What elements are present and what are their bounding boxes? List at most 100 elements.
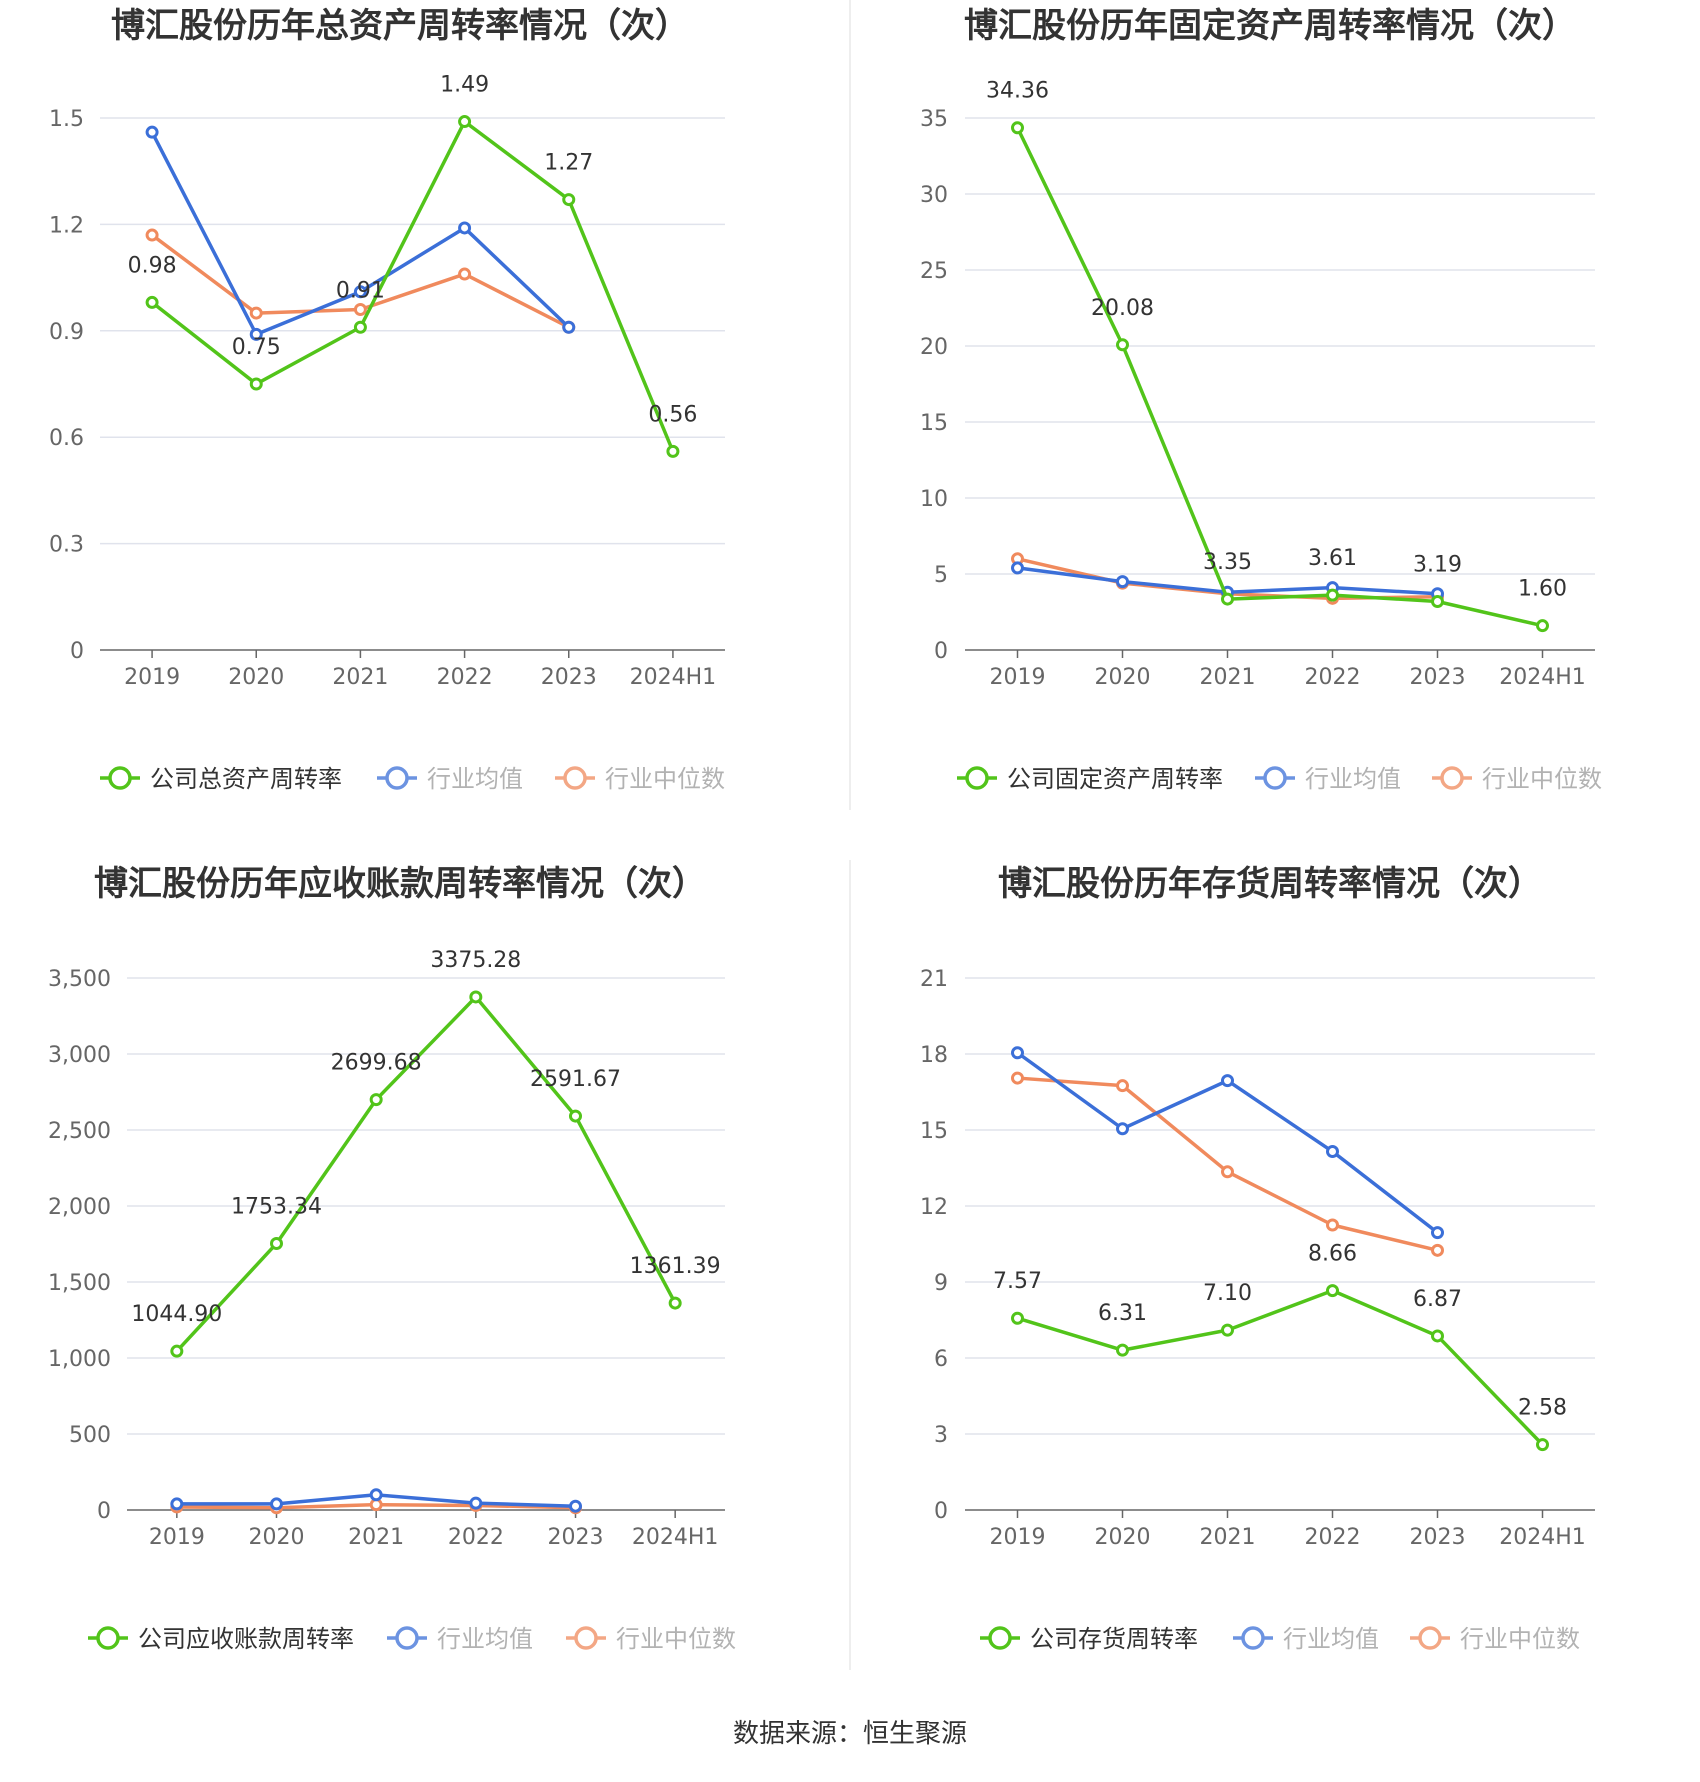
legend-label: 行业均值 bbox=[427, 765, 523, 793]
data-label: 6.87 bbox=[1413, 1287, 1462, 1312]
legend-item: 行业均值 bbox=[377, 765, 523, 793]
legend-item: 行业中位数 bbox=[1432, 765, 1602, 793]
data-point bbox=[1326, 588, 1339, 602]
legend-marker bbox=[1263, 766, 1287, 790]
data-point bbox=[1431, 1329, 1444, 1343]
data-label: 3.61 bbox=[1308, 546, 1357, 571]
data-label: 3.19 bbox=[1413, 553, 1462, 578]
x-tick-label: 2022 bbox=[448, 1525, 504, 1550]
x-tick-label: 2019 bbox=[990, 1525, 1046, 1550]
legend-marker bbox=[1241, 1626, 1265, 1650]
data-point bbox=[562, 320, 576, 334]
y-tick-label: 0.6 bbox=[49, 426, 84, 451]
y-tick-label: 2,000 bbox=[48, 1195, 111, 1220]
x-tick-label: 2024H1 bbox=[1499, 665, 1586, 690]
y-tick-label: 6 bbox=[934, 1347, 948, 1372]
x-tick-label: 2023 bbox=[1410, 665, 1466, 690]
legend-item: 公司应收账款周转率 bbox=[88, 1625, 354, 1653]
series-line bbox=[151, 119, 675, 453]
data-point bbox=[1431, 1243, 1444, 1257]
data-point bbox=[1011, 121, 1024, 135]
data-label: 1044.90 bbox=[131, 1302, 222, 1327]
y-tick-label: 15 bbox=[920, 411, 948, 436]
x-tick-label: 2021 bbox=[1200, 665, 1256, 690]
chart-panel-4: 博汇股份历年存货周转率情况（次） 0 3 6 9 12 15 18 21 2019 2020 2021… bbox=[920, 864, 1595, 1653]
y-tick-label: 18 bbox=[920, 1043, 948, 1068]
x-tick-label: 2019 bbox=[149, 1525, 205, 1550]
series-line bbox=[175, 995, 677, 1353]
legend-marker bbox=[108, 766, 132, 790]
legend-label: 行业均值 bbox=[437, 1625, 533, 1653]
data-point bbox=[145, 295, 159, 309]
data-label: 0.75 bbox=[232, 335, 281, 360]
y-tick-label: 3,000 bbox=[48, 1043, 111, 1068]
legend-marker bbox=[1418, 1626, 1442, 1650]
data-point bbox=[1116, 575, 1129, 589]
y-tick-label: 0.3 bbox=[49, 533, 84, 558]
data-point bbox=[1011, 1046, 1024, 1060]
data-point bbox=[668, 1296, 682, 1310]
legend-marker bbox=[574, 1626, 598, 1650]
data-point bbox=[569, 1499, 582, 1513]
data-point bbox=[1011, 1311, 1024, 1325]
legend-item: 行业中位数 bbox=[1410, 1625, 1580, 1653]
legend-label: 行业中位数 bbox=[1460, 1625, 1580, 1653]
chart-title: 博汇股份历年存货周转率情况（次） bbox=[998, 864, 1542, 904]
data-label: 1.49 bbox=[440, 73, 489, 98]
chart-panel-3: 博汇股份历年应收账款周转率情况（次） 0 500 1,000 1,500 2,000 2,5… bbox=[48, 864, 736, 1653]
legend-marker bbox=[563, 766, 587, 790]
legend-item: 行业均值 bbox=[1255, 765, 1401, 793]
data-point bbox=[353, 303, 367, 317]
data-point bbox=[469, 1496, 483, 1510]
y-tick-label: 30 bbox=[920, 183, 948, 208]
data-label: 8.66 bbox=[1308, 1242, 1357, 1267]
y-tick-label: 0 bbox=[97, 1499, 111, 1524]
y-tick-label: 500 bbox=[69, 1423, 111, 1448]
data-point bbox=[1221, 1074, 1234, 1088]
chart-title: 博汇股份历年固定资产周转率情况（次） bbox=[964, 6, 1576, 46]
data-point bbox=[1431, 1226, 1444, 1240]
data-point bbox=[170, 1497, 184, 1511]
data-point bbox=[1011, 561, 1024, 575]
x-tick-label: 2024H1 bbox=[632, 1525, 719, 1550]
y-tick-label: 35 bbox=[920, 107, 948, 132]
data-point bbox=[249, 306, 263, 320]
legend-label: 行业均值 bbox=[1283, 1625, 1379, 1653]
data-point bbox=[562, 193, 576, 207]
legend-label: 行业中位数 bbox=[605, 765, 725, 793]
legend-label: 公司应收账款周转率 bbox=[138, 1625, 354, 1653]
x-tick-label: 2021 bbox=[1200, 1525, 1256, 1550]
data-point bbox=[469, 990, 483, 1004]
legend-label: 行业中位数 bbox=[1482, 765, 1602, 793]
data-point bbox=[458, 267, 472, 281]
data-label: 2591.67 bbox=[530, 1067, 621, 1092]
data-label: 3375.28 bbox=[430, 948, 521, 973]
series-line bbox=[1017, 1076, 1438, 1253]
data-point bbox=[1221, 592, 1234, 606]
y-tick-label: 0 bbox=[934, 1499, 948, 1524]
legend-label: 公司存货周转率 bbox=[1030, 1625, 1198, 1653]
y-tick-label: 0.9 bbox=[49, 320, 84, 345]
data-point bbox=[1326, 1284, 1339, 1298]
chart-panel-2: 博汇股份历年固定资产周转率情况（次） 0 5 10 15 20 25 30 35 2019 2020… bbox=[920, 6, 1602, 793]
x-tick-label: 2020 bbox=[228, 665, 284, 690]
data-point bbox=[1116, 1343, 1129, 1357]
y-tick-label: 25 bbox=[920, 259, 948, 284]
x-tick-label: 2024H1 bbox=[1499, 1525, 1586, 1550]
x-tick-label: 2022 bbox=[437, 665, 493, 690]
data-point bbox=[249, 327, 263, 341]
data-point bbox=[1431, 595, 1444, 609]
data-point bbox=[249, 377, 263, 391]
x-tick-label: 2020 bbox=[1095, 1525, 1151, 1550]
data-point bbox=[170, 1344, 184, 1358]
x-tick-label: 2021 bbox=[332, 665, 388, 690]
legend-item: 公司存货周转率 bbox=[980, 1625, 1198, 1653]
x-tick-label: 2022 bbox=[1305, 665, 1361, 690]
x-tick-label: 2023 bbox=[548, 1525, 604, 1550]
data-point bbox=[1116, 1079, 1129, 1093]
legend-label: 公司固定资产周转率 bbox=[1007, 765, 1223, 793]
data-point bbox=[1536, 1438, 1549, 1452]
data-label: 7.57 bbox=[993, 1269, 1042, 1294]
x-tick-label: 2020 bbox=[249, 1525, 305, 1550]
data-label: 1361.39 bbox=[630, 1254, 721, 1279]
